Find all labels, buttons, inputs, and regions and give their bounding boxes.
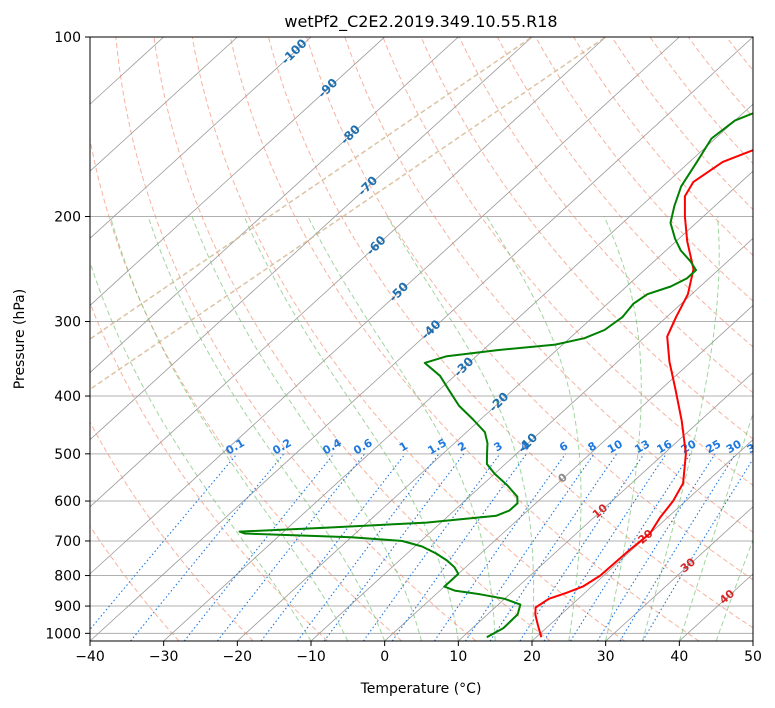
y-axis-ticks: 100 200 300 400 500 600 700 800 900 1000 bbox=[45, 30, 90, 642]
moist-adiabat-line bbox=[90, 260, 312, 641]
x-tick-label: −10 bbox=[296, 649, 326, 665]
moist-adiabat-line bbox=[147, 216, 386, 641]
curved-reference-line bbox=[90, 37, 607, 391]
y-tick-label: 1000 bbox=[45, 626, 81, 642]
mixing-ratio-line bbox=[297, 453, 440, 641]
background-lines bbox=[90, 37, 753, 641]
mixing-ratio-line bbox=[464, 453, 595, 641]
y-tick-label: 700 bbox=[54, 534, 81, 550]
mixing-ratio-line bbox=[362, 453, 501, 641]
dry-adiabat-line bbox=[496, 37, 753, 348]
dry-adiabat-line bbox=[306, 37, 753, 581]
y-tick-label: 900 bbox=[54, 599, 81, 615]
moist-adiabat-line bbox=[603, 216, 642, 641]
mixing-ratio-line bbox=[216, 453, 366, 641]
mixing-ratio-line bbox=[323, 453, 465, 641]
isotherm-line bbox=[90, 37, 312, 239]
moist-adiabat-line bbox=[678, 411, 753, 641]
isotherm-line bbox=[90, 37, 680, 575]
mixing-ratio-line bbox=[391, 453, 528, 641]
dry-adiabat-line bbox=[90, 301, 328, 641]
moist-adiabat-line bbox=[642, 216, 720, 641]
x-tick-label: −30 bbox=[149, 649, 179, 665]
x-tick-label: 40 bbox=[670, 649, 688, 665]
x-axis-ticks: −40 −30 −20 −10 0 10 20 30 40 50 bbox=[75, 641, 762, 665]
isotherm-line bbox=[90, 37, 459, 374]
moist-adiabat-line bbox=[109, 216, 349, 641]
mixing-ratio-line bbox=[543, 453, 667, 641]
x-axis-label: Temperature (°C) bbox=[360, 681, 482, 697]
isotherm-line bbox=[384, 304, 753, 641]
mixing-ratio-label: 36 bbox=[745, 437, 765, 456]
dry-adiabat-line bbox=[573, 37, 753, 257]
isotherm-line bbox=[163, 103, 753, 641]
curved-reference-line bbox=[90, 37, 533, 340]
moist-adiabat-line bbox=[307, 216, 496, 641]
isotherm-line bbox=[605, 506, 753, 641]
x-tick-label: −20 bbox=[223, 649, 253, 665]
x-tick-label: 50 bbox=[744, 649, 762, 665]
isotherm-line bbox=[90, 37, 606, 508]
y-axis-label: Pressure (hPa) bbox=[12, 289, 28, 389]
x-tick-label: −40 bbox=[75, 649, 105, 665]
mixing-ratio-line bbox=[489, 453, 618, 641]
mixing-ratio-line bbox=[90, 453, 238, 631]
y-tick-label: 100 bbox=[54, 30, 81, 46]
dry-adiabat-line bbox=[153, 37, 551, 641]
mixing-ratio-line bbox=[260, 453, 406, 641]
dry-adiabat-line bbox=[90, 525, 180, 641]
x-tick-label: 20 bbox=[523, 649, 541, 665]
dry-adiabat-line bbox=[115, 37, 477, 641]
y-tick-label: 200 bbox=[54, 210, 81, 226]
dry-adiabat-line bbox=[611, 37, 753, 211]
dry-adiabat-line bbox=[420, 37, 753, 440]
isotherm-line bbox=[90, 37, 238, 172]
x-tick-label: 10 bbox=[449, 649, 467, 665]
isotherm-line bbox=[237, 170, 753, 641]
dewpoint-profile-line bbox=[238, 112, 753, 639]
temperature-profile-line bbox=[534, 149, 753, 638]
x-tick-label: 30 bbox=[597, 649, 615, 665]
dry-adiabat-line bbox=[268, 37, 753, 629]
dry-adiabat-line bbox=[458, 37, 753, 394]
chart-title: wetPf2_C2E2.2019.349.10.55.R18 bbox=[284, 12, 557, 32]
y-tick-label: 500 bbox=[54, 447, 81, 463]
mixing-ratio-line bbox=[183, 453, 335, 641]
mixing-ratio-line bbox=[433, 453, 566, 641]
isotherm-line bbox=[310, 237, 753, 641]
moist-adiabat-line bbox=[243, 216, 459, 641]
y-tick-label: 400 bbox=[54, 389, 81, 405]
mixing-ratio-line bbox=[642, 458, 753, 641]
y-tick-label: 600 bbox=[54, 494, 81, 510]
y-tick-label: 300 bbox=[54, 315, 81, 331]
x-tick-label: 0 bbox=[380, 649, 389, 665]
y-tick-label: 800 bbox=[54, 569, 81, 585]
dry-adiabat-line bbox=[191, 37, 625, 641]
profiles bbox=[238, 112, 753, 639]
isotherm-line bbox=[90, 37, 753, 641]
isotherm-line bbox=[458, 372, 753, 641]
isotherm-line bbox=[90, 37, 385, 306]
moist-adiabat-line bbox=[191, 216, 422, 641]
plot-frame bbox=[89, 36, 754, 642]
moist-adiabat-line bbox=[486, 216, 582, 641]
